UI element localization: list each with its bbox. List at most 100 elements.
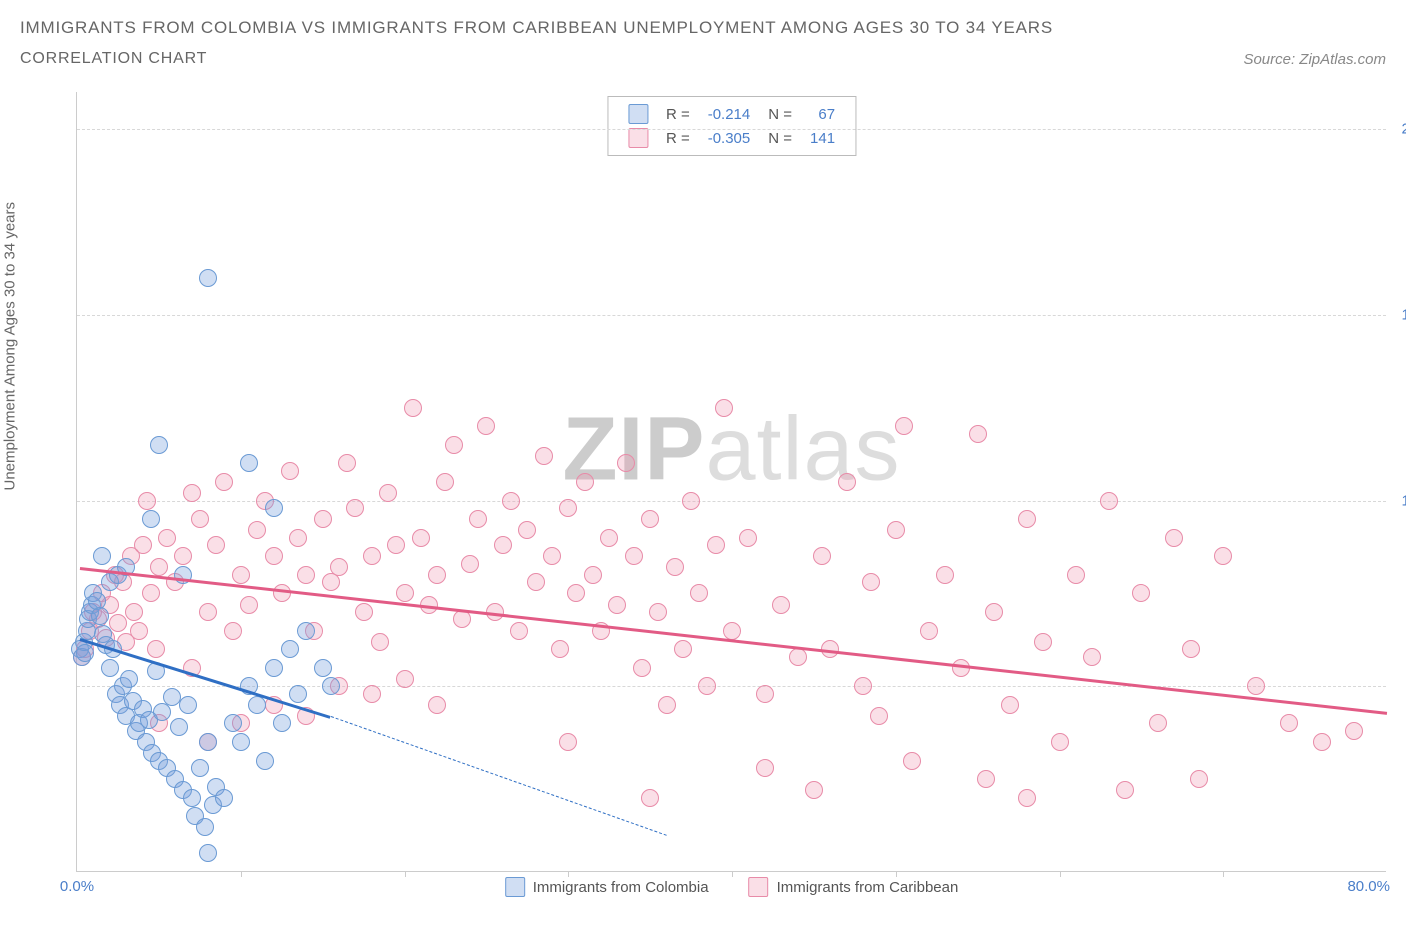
data-point-caribbean [1165, 529, 1183, 547]
data-point-caribbean [265, 547, 283, 565]
data-point-caribbean [658, 696, 676, 714]
data-point-caribbean [1280, 714, 1298, 732]
data-point-caribbean [281, 462, 299, 480]
data-point-colombia [170, 718, 188, 736]
data-point-caribbean [150, 558, 168, 576]
data-point-caribbean [707, 536, 725, 554]
subtitle-row: CORRELATION CHART Source: ZipAtlas.com [20, 50, 1386, 68]
data-point-colombia [196, 818, 214, 836]
data-point-colombia [163, 688, 181, 706]
data-point-colombia [101, 659, 119, 677]
data-point-caribbean [641, 510, 659, 528]
data-point-caribbean [723, 622, 741, 640]
watermark-light: atlas [705, 400, 900, 500]
data-point-caribbean [567, 584, 585, 602]
swatch-cell [620, 127, 656, 149]
data-point-caribbean [355, 603, 373, 621]
x-tick-mark [405, 871, 406, 877]
data-point-caribbean [502, 492, 520, 510]
data-point-colombia [199, 844, 217, 862]
r-label: R = [658, 103, 698, 125]
data-point-caribbean [477, 417, 495, 435]
y-tick-label: 10.0% [1401, 492, 1406, 509]
data-point-caribbean [690, 584, 708, 602]
data-point-colombia [322, 677, 340, 695]
data-point-colombia [142, 510, 160, 528]
data-point-caribbean [887, 521, 905, 539]
x-tick-mark [1060, 871, 1061, 877]
data-point-caribbean [1214, 547, 1232, 565]
caribbean-legend-swatch [749, 877, 769, 897]
data-point-caribbean [1018, 789, 1036, 807]
data-point-colombia [199, 733, 217, 751]
gridline [77, 315, 1386, 316]
data-point-colombia [248, 696, 266, 714]
data-point-caribbean [138, 492, 156, 510]
data-point-colombia [281, 640, 299, 658]
data-point-caribbean [584, 566, 602, 584]
data-point-caribbean [346, 499, 364, 517]
data-point-caribbean [649, 603, 667, 621]
data-point-caribbean [428, 696, 446, 714]
data-point-caribbean [469, 510, 487, 528]
gridline [77, 686, 1386, 687]
x-tick-mark [1223, 871, 1224, 877]
caribbean-legend-label: Immigrants from Caribbean [777, 879, 959, 896]
data-point-colombia [297, 622, 315, 640]
data-point-caribbean [813, 547, 831, 565]
legend-item-colombia: Immigrants from Colombia [505, 877, 709, 897]
data-point-caribbean [535, 447, 553, 465]
x-tick-mark [732, 871, 733, 877]
data-point-colombia [265, 659, 283, 677]
data-point-caribbean [125, 603, 143, 621]
data-point-caribbean [1034, 633, 1052, 651]
caribbean-n-value: 141 [802, 127, 843, 149]
colombia-r-value: -0.214 [700, 103, 759, 125]
data-point-caribbean [559, 499, 577, 517]
data-point-caribbean [559, 733, 577, 751]
y-tick-label: 20.0% [1401, 121, 1406, 138]
source-label: Source: ZipAtlas.com [1243, 51, 1386, 68]
n-label: N = [760, 103, 800, 125]
header-block: IMMIGRANTS FROM COLOMBIA VS IMMIGRANTS F… [0, 0, 1406, 74]
data-point-colombia [191, 759, 209, 777]
data-point-caribbean [379, 484, 397, 502]
data-point-caribbean [1313, 733, 1331, 751]
series-legend: Immigrants from Colombia Immigrants from… [505, 877, 959, 897]
correlation-row-caribbean: R = -0.305 N = 141 [620, 127, 843, 149]
data-point-caribbean [977, 770, 995, 788]
data-point-caribbean [453, 610, 471, 628]
data-point-caribbean [240, 596, 258, 614]
data-point-caribbean [158, 529, 176, 547]
data-point-caribbean [895, 417, 913, 435]
data-point-caribbean [142, 584, 160, 602]
colombia-legend-swatch [505, 877, 525, 897]
data-point-caribbean [936, 566, 954, 584]
data-point-caribbean [428, 566, 446, 584]
trend-line [331, 716, 667, 836]
legend-item-caribbean: Immigrants from Caribbean [749, 877, 959, 897]
colombia-n-value: 67 [802, 103, 843, 125]
correlation-row-colombia: R = -0.214 N = 67 [620, 103, 843, 125]
data-point-caribbean [600, 529, 618, 547]
data-point-colombia [76, 644, 94, 662]
data-point-caribbean [224, 622, 242, 640]
data-point-caribbean [838, 473, 856, 491]
x-tick-label-right: 80.0% [1347, 878, 1390, 895]
data-point-caribbean [903, 752, 921, 770]
data-point-caribbean [1018, 510, 1036, 528]
data-point-caribbean [543, 547, 561, 565]
data-point-caribbean [985, 603, 1003, 621]
correlation-legend: R = -0.214 N = 67 R = -0.305 N = 141 [607, 96, 856, 156]
data-point-caribbean [109, 614, 127, 632]
data-point-caribbean [1247, 677, 1265, 695]
y-axis-label: Unemployment Among Ages 30 to 34 years [2, 202, 19, 491]
data-point-caribbean [1051, 733, 1069, 751]
data-point-colombia [273, 714, 291, 732]
data-point-caribbean [1067, 566, 1085, 584]
data-point-caribbean [518, 521, 536, 539]
correlation-table: R = -0.214 N = 67 R = -0.305 N = 141 [618, 101, 845, 151]
data-point-caribbean [969, 425, 987, 443]
data-point-caribbean [870, 707, 888, 725]
plot-area: ZIPatlas R = -0.214 N = 67 R = -0.305 N … [76, 92, 1386, 872]
